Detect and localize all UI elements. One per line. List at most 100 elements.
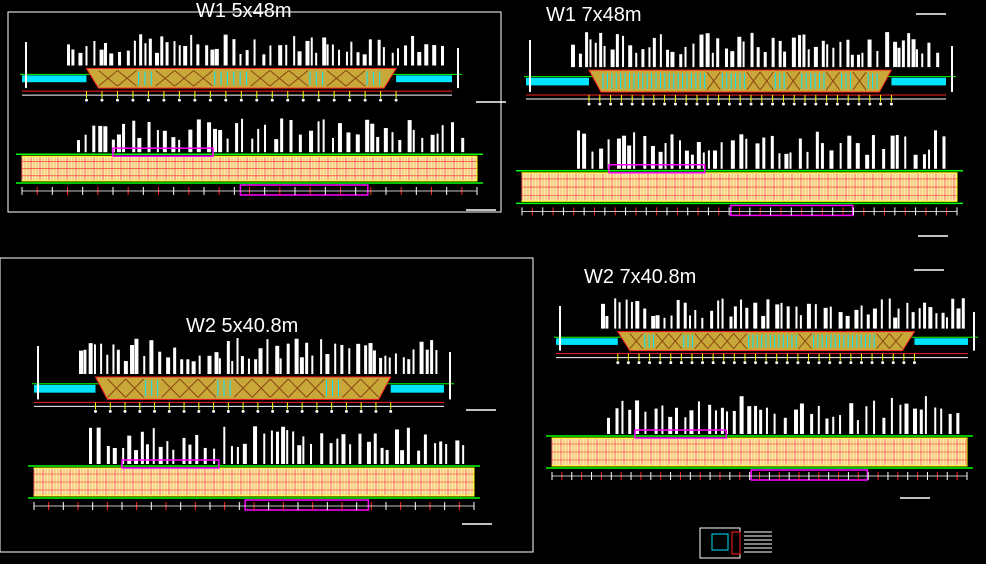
annotation-bar bbox=[621, 400, 624, 434]
pier-marker bbox=[828, 361, 832, 365]
annotation-bar bbox=[627, 145, 632, 169]
annotation-bar bbox=[839, 415, 842, 434]
annotation-bar bbox=[310, 37, 313, 66]
annotation-bar bbox=[936, 52, 940, 68]
annotation-bar bbox=[711, 52, 714, 68]
annotation-bar bbox=[425, 349, 429, 374]
annotation-bar bbox=[817, 405, 820, 434]
annotation-bar bbox=[350, 41, 353, 66]
annotation-bar bbox=[331, 44, 334, 66]
pier-marker bbox=[870, 361, 874, 365]
annotation-bar bbox=[334, 343, 337, 374]
annotation-bar bbox=[461, 137, 465, 153]
annotation-bar bbox=[116, 134, 121, 153]
annotation-bar bbox=[183, 46, 188, 66]
annotation-bar bbox=[223, 34, 228, 66]
annotation-bar bbox=[213, 448, 216, 464]
pier-marker bbox=[332, 98, 336, 102]
annotation-bar bbox=[126, 50, 130, 66]
brace bbox=[326, 70, 347, 87]
pier-marker bbox=[224, 98, 228, 102]
annotation-bar bbox=[92, 125, 96, 153]
annotation-bar bbox=[439, 441, 443, 464]
annotation-bar bbox=[365, 119, 370, 153]
annotation-bar bbox=[679, 54, 683, 68]
annotation-bar bbox=[694, 309, 697, 329]
annotation-bar bbox=[689, 315, 691, 329]
annotation-bar bbox=[745, 138, 748, 169]
annotation-bar bbox=[770, 135, 774, 169]
annotation-bar bbox=[160, 36, 164, 66]
brace bbox=[733, 333, 748, 349]
annotation-bar bbox=[98, 125, 103, 153]
annotation-bar bbox=[765, 407, 768, 434]
annotation-bar bbox=[643, 135, 647, 169]
annotation-bar bbox=[84, 134, 87, 153]
pier-marker bbox=[85, 98, 88, 102]
annotation-bar bbox=[940, 408, 943, 434]
annotation-bar bbox=[385, 449, 389, 464]
annotation-bar bbox=[730, 140, 735, 169]
annotation-bar bbox=[218, 130, 223, 153]
brace bbox=[889, 333, 903, 349]
annotation-bar bbox=[702, 152, 705, 169]
annotation-bar bbox=[383, 128, 388, 153]
annotation-bar bbox=[345, 51, 348, 66]
annotation-bar bbox=[699, 34, 704, 68]
annotation-bar bbox=[368, 39, 372, 66]
brace bbox=[269, 70, 290, 87]
annotation-bar bbox=[276, 431, 279, 464]
pier-marker bbox=[679, 361, 683, 365]
annotation-bar bbox=[670, 134, 674, 169]
pier-marker bbox=[648, 361, 652, 365]
brace bbox=[694, 333, 709, 349]
annotation-bar bbox=[890, 397, 893, 434]
annotation-bar bbox=[455, 440, 460, 464]
pier-marker bbox=[806, 361, 810, 365]
annotation-bar bbox=[103, 126, 108, 153]
annotation-bar bbox=[815, 131, 819, 169]
annotation-bar bbox=[737, 36, 742, 68]
annotation-bar bbox=[668, 416, 673, 434]
annotation-bar bbox=[372, 350, 376, 374]
annotation-bar bbox=[289, 120, 293, 153]
annotation-bar bbox=[670, 315, 673, 329]
annotation-bar bbox=[899, 404, 902, 434]
annotation-bar bbox=[826, 44, 829, 68]
annotation-bar bbox=[732, 410, 736, 434]
annotation-bar bbox=[762, 137, 766, 169]
annotation-bar bbox=[882, 148, 886, 169]
annotation-bar bbox=[766, 299, 770, 329]
annotation-bar bbox=[402, 357, 405, 374]
annotation-bar bbox=[210, 49, 215, 66]
pier-marker bbox=[658, 361, 662, 365]
pier-marker bbox=[115, 98, 119, 102]
brace bbox=[345, 70, 366, 87]
annotation-bar bbox=[326, 44, 329, 66]
annotation-bar bbox=[934, 130, 937, 169]
annotation-bar bbox=[172, 449, 175, 464]
annotation-bar bbox=[258, 348, 263, 374]
annotation-bar bbox=[156, 130, 159, 153]
annotation-bar bbox=[839, 41, 842, 68]
annotation-bar bbox=[358, 433, 362, 464]
annotation-bar bbox=[838, 312, 843, 329]
annotation-bar bbox=[717, 300, 720, 329]
annotation-bar bbox=[263, 433, 266, 464]
annotation-bar bbox=[778, 153, 781, 169]
annotation-bar bbox=[648, 47, 651, 68]
annotation-bar bbox=[961, 298, 965, 329]
annotation-bar bbox=[366, 441, 371, 464]
annotation-bar bbox=[435, 350, 438, 374]
annotation-bar bbox=[398, 139, 402, 153]
annotation-bar bbox=[701, 317, 704, 329]
annotation-bar bbox=[615, 34, 619, 68]
annotation-bar bbox=[373, 433, 377, 464]
annotation-bar bbox=[679, 140, 681, 169]
annotation-bar bbox=[275, 345, 280, 374]
plan-box bbox=[121, 459, 220, 469]
annotation-bar bbox=[747, 406, 752, 434]
brace bbox=[720, 333, 735, 349]
annotation-bar bbox=[676, 299, 680, 329]
annotation-bar bbox=[692, 43, 695, 68]
